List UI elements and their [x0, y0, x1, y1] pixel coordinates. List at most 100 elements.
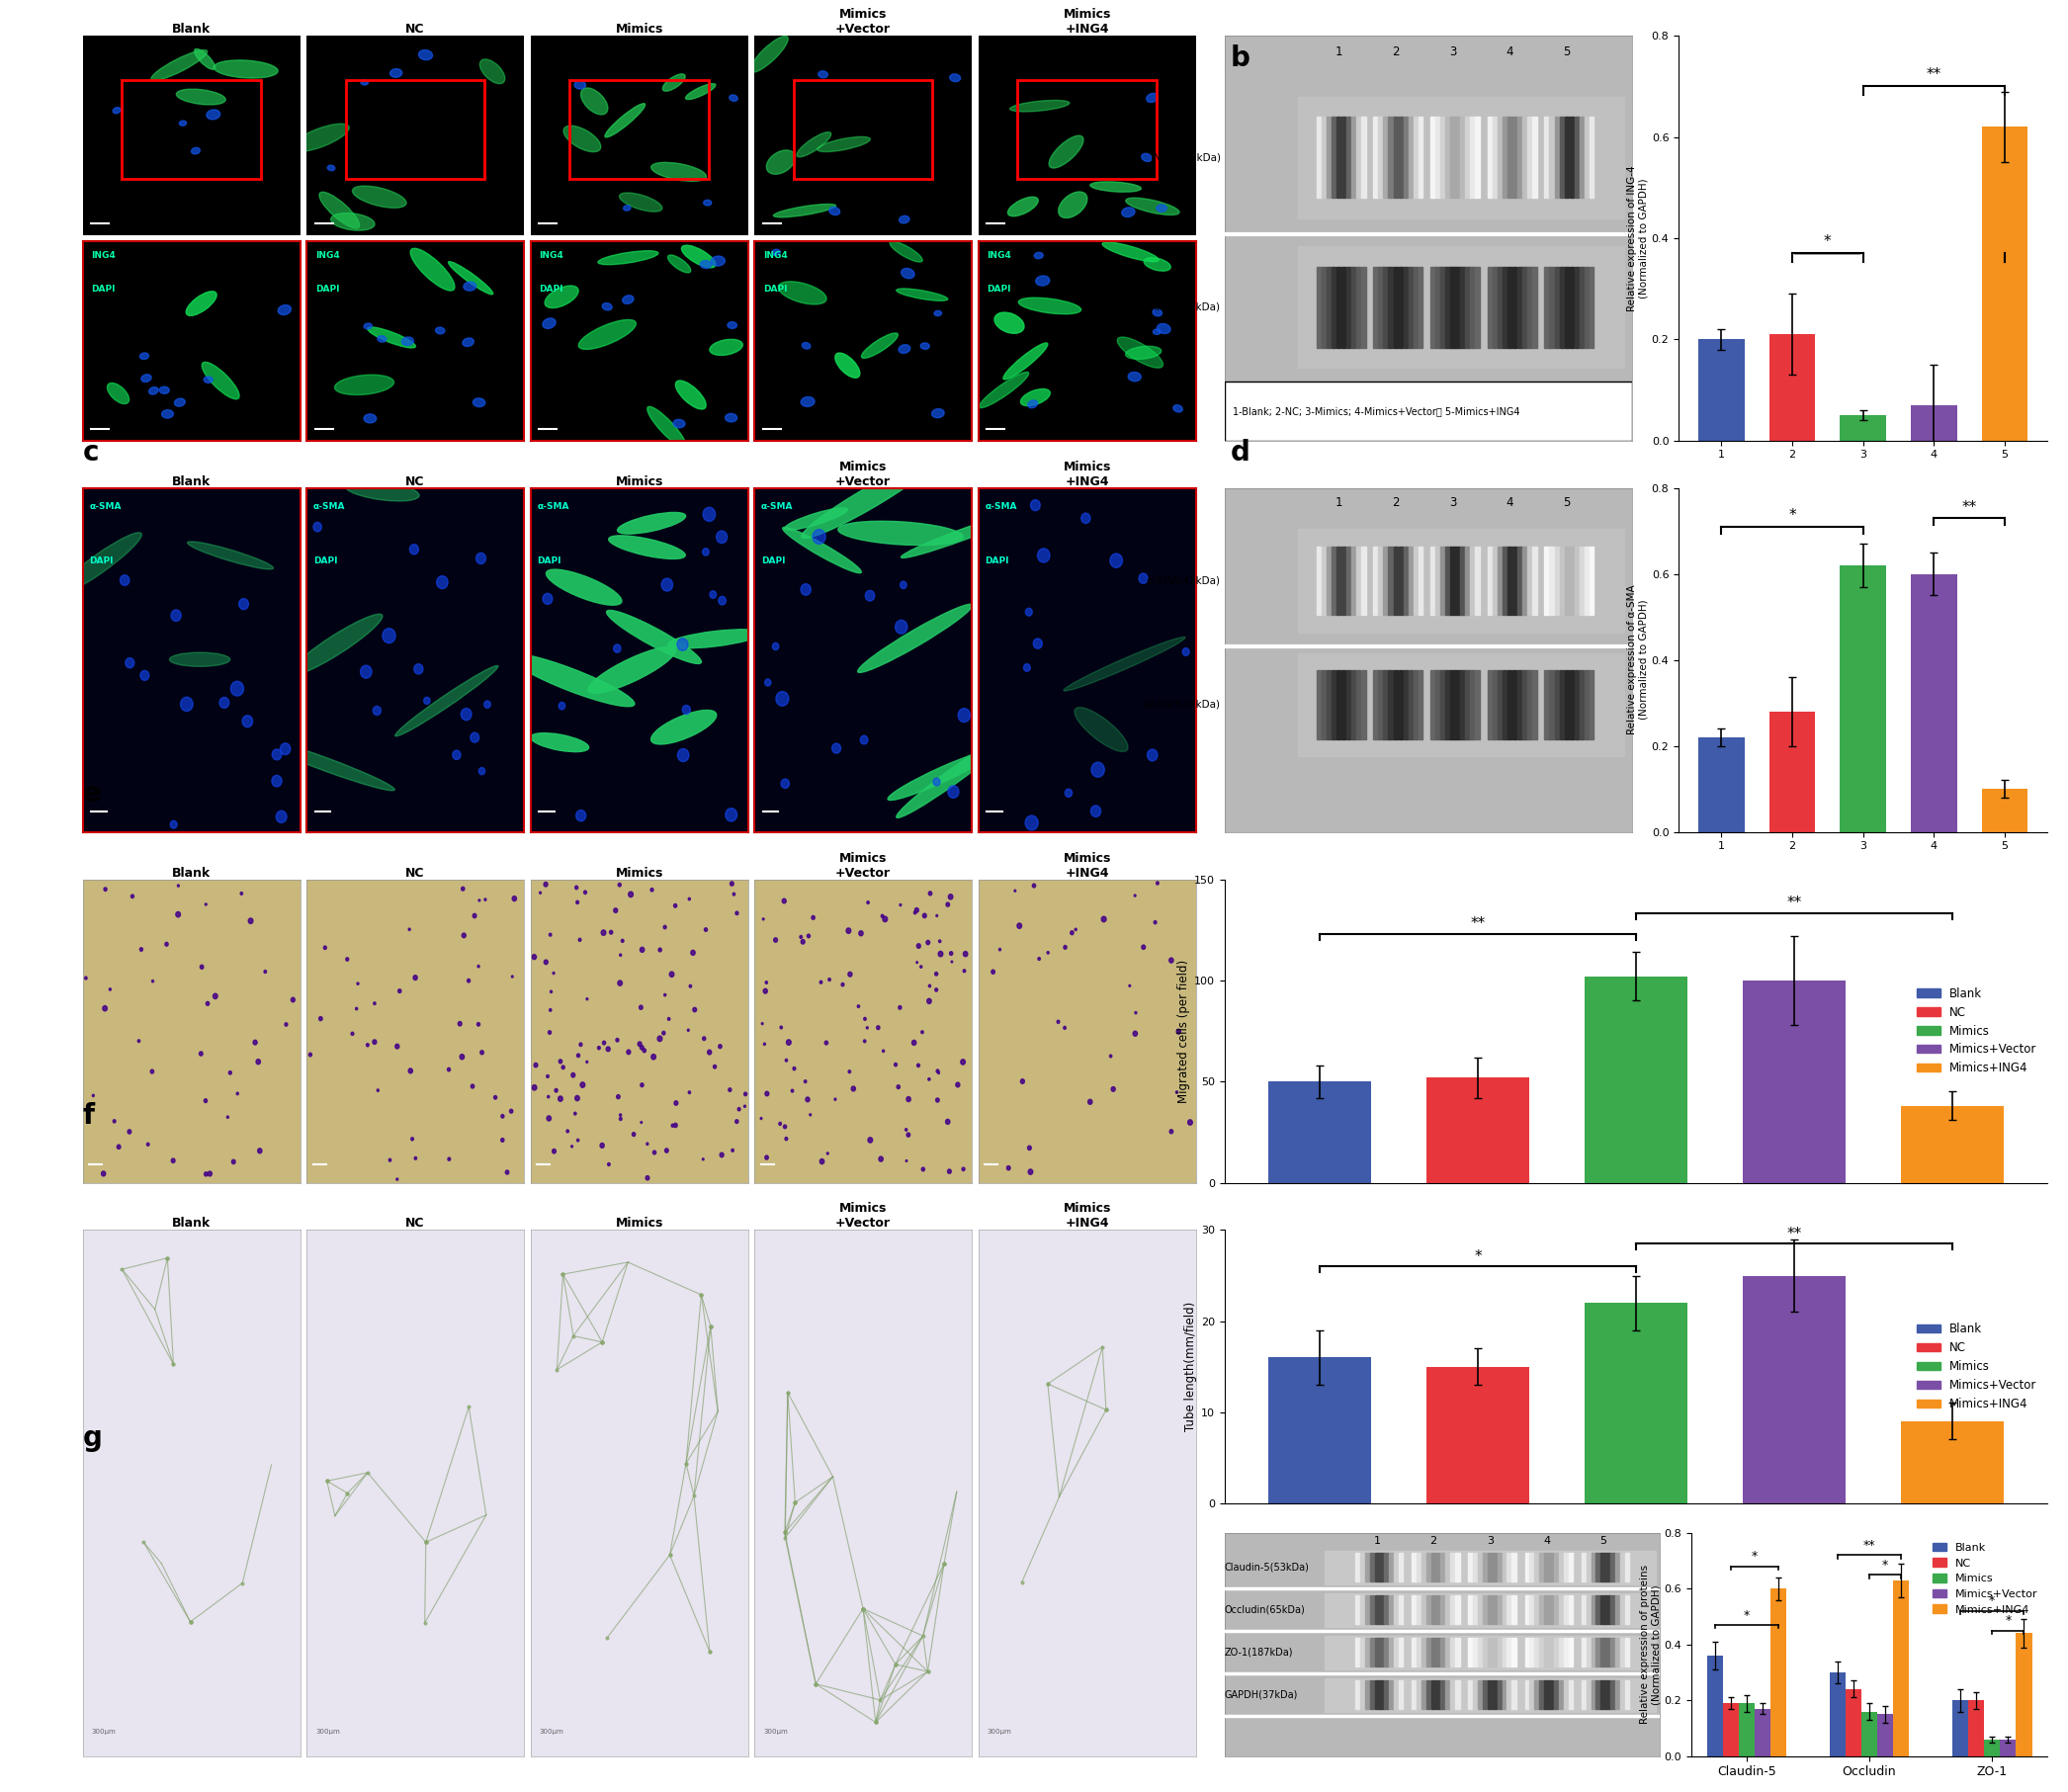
Bar [1512, 670, 1516, 738]
Ellipse shape [846, 928, 850, 934]
Bar [1342, 670, 1346, 738]
Bar [1342, 547, 1346, 615]
Bar [1605, 1681, 1611, 1710]
Bar [1487, 1681, 1491, 1710]
Bar [2016, 1633, 2033, 1756]
Ellipse shape [616, 1095, 620, 1098]
Bar [1427, 1638, 1431, 1667]
Bar [1375, 1595, 1379, 1624]
Ellipse shape [786, 1059, 788, 1061]
Text: **: ** [1927, 68, 1942, 82]
Bar [1375, 1638, 1379, 1667]
Bar [1336, 267, 1340, 348]
Bar [1493, 547, 1497, 615]
Ellipse shape [1090, 181, 1142, 192]
Bar [1615, 1638, 1619, 1667]
Ellipse shape [864, 590, 875, 600]
Text: *: * [1882, 1559, 1888, 1572]
Bar [1450, 1554, 1454, 1582]
Ellipse shape [265, 969, 267, 973]
Ellipse shape [920, 1030, 924, 1034]
Bar [1456, 547, 1460, 615]
Ellipse shape [796, 133, 831, 158]
Text: DAPI: DAPI [540, 285, 562, 294]
Bar [1590, 116, 1594, 197]
Ellipse shape [372, 706, 381, 715]
Bar [1574, 670, 1578, 738]
Bar [1582, 1595, 1586, 1624]
Ellipse shape [926, 941, 931, 944]
Bar [1350, 267, 1357, 348]
Bar [1446, 547, 1450, 615]
Ellipse shape [935, 971, 937, 975]
Bar [1894, 1581, 1909, 1756]
Bar [1508, 547, 1512, 615]
Ellipse shape [1121, 208, 1135, 217]
Bar [1446, 1681, 1450, 1710]
Ellipse shape [703, 201, 711, 206]
Bar [1456, 116, 1460, 197]
Ellipse shape [600, 1143, 604, 1149]
Ellipse shape [933, 409, 945, 418]
Ellipse shape [819, 1159, 825, 1165]
Ellipse shape [505, 1170, 509, 1174]
Text: *: * [1474, 1249, 1481, 1263]
Ellipse shape [1034, 638, 1042, 649]
Bar [1361, 116, 1365, 197]
Bar [1427, 1077, 1528, 1183]
Bar [1441, 1595, 1446, 1624]
Bar [1365, 1554, 1369, 1582]
Bar [1431, 670, 1435, 738]
Ellipse shape [159, 387, 170, 394]
Ellipse shape [207, 1002, 209, 1005]
Bar [1398, 1638, 1402, 1667]
Ellipse shape [906, 1133, 910, 1136]
Ellipse shape [103, 1005, 108, 1011]
Ellipse shape [180, 120, 186, 125]
Bar [1584, 1303, 1687, 1503]
Text: ZO-1(187kDa): ZO-1(187kDa) [1224, 1647, 1292, 1658]
Ellipse shape [1075, 708, 1127, 751]
Bar [1524, 1554, 1528, 1582]
Bar [1350, 116, 1357, 197]
Text: 300μm: 300μm [540, 1729, 565, 1735]
Text: 3: 3 [1450, 47, 1456, 59]
Ellipse shape [920, 342, 929, 349]
Bar [1706, 1656, 1723, 1756]
Text: g: g [83, 1425, 103, 1452]
Text: 300μm: 300μm [763, 1729, 788, 1735]
Ellipse shape [676, 380, 705, 409]
Ellipse shape [474, 398, 486, 407]
Bar [1534, 1681, 1539, 1710]
Ellipse shape [662, 579, 672, 591]
Bar [1394, 116, 1398, 197]
Bar [1518, 670, 1522, 738]
Ellipse shape [900, 215, 910, 224]
Ellipse shape [647, 407, 687, 448]
Bar [1969, 1701, 1983, 1756]
Bar [1625, 1554, 1630, 1582]
Bar [1532, 547, 1537, 615]
Ellipse shape [827, 978, 831, 980]
Text: *: * [1752, 1550, 1758, 1563]
Bar [1390, 1554, 1394, 1582]
Ellipse shape [463, 339, 474, 346]
Ellipse shape [962, 1167, 966, 1170]
Ellipse shape [205, 1098, 207, 1102]
Ellipse shape [176, 90, 225, 104]
Bar [1398, 1681, 1402, 1710]
Bar [1474, 267, 1481, 348]
Bar [1625, 1638, 1630, 1667]
Ellipse shape [345, 957, 349, 961]
Ellipse shape [804, 1081, 807, 1082]
Bar [1768, 335, 1816, 441]
Ellipse shape [188, 541, 273, 570]
Bar [1361, 1681, 1365, 1710]
Ellipse shape [898, 1084, 900, 1090]
Text: α-SMA: α-SMA [538, 502, 569, 511]
Text: **: ** [1963, 500, 1977, 514]
Ellipse shape [414, 975, 418, 980]
Ellipse shape [414, 1158, 418, 1159]
Ellipse shape [1063, 636, 1185, 692]
Bar [1326, 670, 1332, 738]
